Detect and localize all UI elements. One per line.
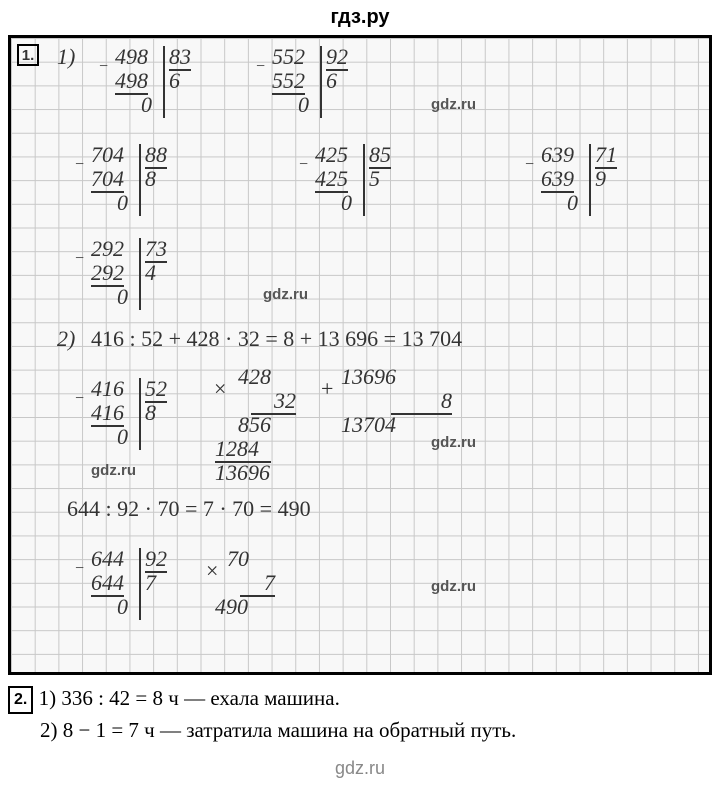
d3-minus: − [75,156,84,174]
d3-quotient: 8 [145,168,156,190]
m2-res: 490 [215,596,248,618]
m1-p1: 856 [238,414,271,436]
d2-quotient: 6 [326,70,337,92]
d3-vline [139,144,141,216]
d4-remainder: 0 [341,192,352,214]
d6-remainder: 0 [117,286,128,308]
problem-1-number: 1. [17,44,39,66]
d2-vline [320,46,322,118]
d1-vline [163,46,165,118]
d1-dividend: 498 [115,46,148,68]
watermark-4: gdz.ru [91,462,136,479]
d6-dividend: 292 [91,238,124,260]
d5-remainder: 0 [567,192,578,214]
d6-minus: − [75,250,84,268]
d4-vline [363,144,365,216]
d2-remainder: 0 [298,94,309,116]
m2-a: 70 [227,548,249,570]
d6-quotient: 4 [145,262,156,284]
problem-2-number: 2. [8,686,33,714]
d7-quotient: 8 [145,402,156,424]
d1-remainder: 0 [141,94,152,116]
m1-a: 428 [238,366,271,388]
d7-minus: − [75,390,84,408]
d2-minus: − [256,58,265,76]
expression-2: 644 : 92 · 70 = 7 · 70 = 490 [67,498,311,520]
answer-2-text: 2) 8 − 1 = 7 ч — затратила машина на обр… [40,718,516,742]
watermark-5: gdz.ru [431,578,476,595]
d5-dividend: 639 [541,144,574,166]
answer-box: 2. 1) 336 : 42 = 8 ч — ехала машина. 2) … [8,683,712,746]
d7-vline [139,378,141,450]
m1-sym: × [214,378,226,400]
d1-quotient: 6 [169,70,180,92]
answer-1-text: 1) 336 : 42 = 8 ч — ехала машина. [39,686,340,710]
answer-line-1: 2. 1) 336 : 42 = 8 ч — ехала машина. [8,683,712,715]
d4-minus: − [299,156,308,174]
d8-quotient: 7 [145,572,156,594]
d5-quotient: 9 [595,168,606,190]
page-footer: gdz.ru [0,754,720,789]
d6-vline [139,238,141,310]
part-1-label: 1) [57,46,75,68]
a1-a: 13696 [341,366,396,388]
d8-vline [139,548,141,620]
answer-line-2: 2) 8 − 1 = 7 ч — затратила машина на обр… [8,715,712,747]
grid-work-area: 1. 1) 498 83 − 498 6 0 552 92 − 552 6 0 … [8,35,712,675]
a1-res: 13704 [341,414,396,436]
d4-dividend: 425 [315,144,348,166]
a1-sym: + [321,378,333,400]
d7-dividend: 416 [91,378,124,400]
d3-dividend: 704 [91,144,124,166]
d1-minus: − [99,58,108,76]
d5-minus: − [525,156,534,174]
d8-dividend: 644 [91,548,124,570]
part-2-label: 2) [57,328,75,350]
m1-res: 13696 [215,462,270,484]
a1-b: 8 [391,390,452,415]
m2-sym: × [206,560,218,582]
d8-minus: − [75,560,84,578]
d5-vline [589,144,591,216]
page-header: гдз.ру [0,0,720,35]
watermark-1: gdz.ru [431,96,476,113]
d8-remainder: 0 [117,596,128,618]
d7-remainder: 0 [117,426,128,448]
d4-quotient: 5 [369,168,380,190]
watermark-3: gdz.ru [431,434,476,451]
d2-dividend: 552 [272,46,305,68]
watermark-2: gdz.ru [263,286,308,303]
d3-remainder: 0 [117,192,128,214]
expression-1: 416 : 52 + 428 · 32 = 8 + 13 696 = 13 70… [91,328,462,350]
